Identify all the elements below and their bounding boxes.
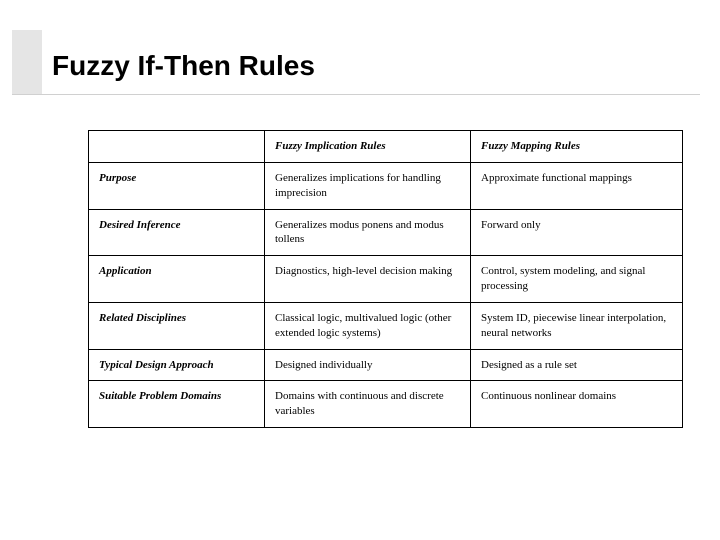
table-row: Application Diagnostics, high-level deci… bbox=[89, 256, 683, 303]
table-cell: Generalizes implications for handling im… bbox=[265, 162, 471, 209]
comparison-table: Fuzzy Implication Rules Fuzzy Mapping Ru… bbox=[88, 130, 683, 428]
table-cell: Diagnostics, high-level decision making bbox=[265, 256, 471, 303]
table-header-row: Fuzzy Implication Rules Fuzzy Mapping Ru… bbox=[89, 131, 683, 163]
table-cell: Classical logic, multivalued logic (othe… bbox=[265, 302, 471, 349]
row-label: Typical Design Approach bbox=[89, 349, 265, 381]
table-row: Typical Design Approach Designed individ… bbox=[89, 349, 683, 381]
row-label: Desired Inference bbox=[89, 209, 265, 256]
table-cell: Domains with continuous and discrete var… bbox=[265, 381, 471, 428]
column-header: Fuzzy Mapping Rules bbox=[471, 131, 683, 163]
table-cell: Forward only bbox=[471, 209, 683, 256]
table-cell: Continuous nonlinear domains bbox=[471, 381, 683, 428]
table-row: Desired Inference Generalizes modus pone… bbox=[89, 209, 683, 256]
table-cell: Generalizes modus ponens and modus tolle… bbox=[265, 209, 471, 256]
table-row: Purpose Generalizes implications for han… bbox=[89, 162, 683, 209]
row-label: Purpose bbox=[89, 162, 265, 209]
table-cell: Designed as a rule set bbox=[471, 349, 683, 381]
row-label: Suitable Problem Domains bbox=[89, 381, 265, 428]
row-label: Application bbox=[89, 256, 265, 303]
title-rule bbox=[12, 94, 700, 95]
accent-bar bbox=[12, 30, 42, 94]
page-title: Fuzzy If-Then Rules bbox=[52, 50, 315, 82]
table-row: Suitable Problem Domains Domains with co… bbox=[89, 381, 683, 428]
table-cell: Control, system modeling, and signal pro… bbox=[471, 256, 683, 303]
table-corner-cell bbox=[89, 131, 265, 163]
row-label: Related Disciplines bbox=[89, 302, 265, 349]
table-cell: Designed individually bbox=[265, 349, 471, 381]
table-cell: System ID, piecewise linear interpolatio… bbox=[471, 302, 683, 349]
table-cell: Approximate functional mappings bbox=[471, 162, 683, 209]
table-row: Related Disciplines Classical logic, mul… bbox=[89, 302, 683, 349]
column-header: Fuzzy Implication Rules bbox=[265, 131, 471, 163]
